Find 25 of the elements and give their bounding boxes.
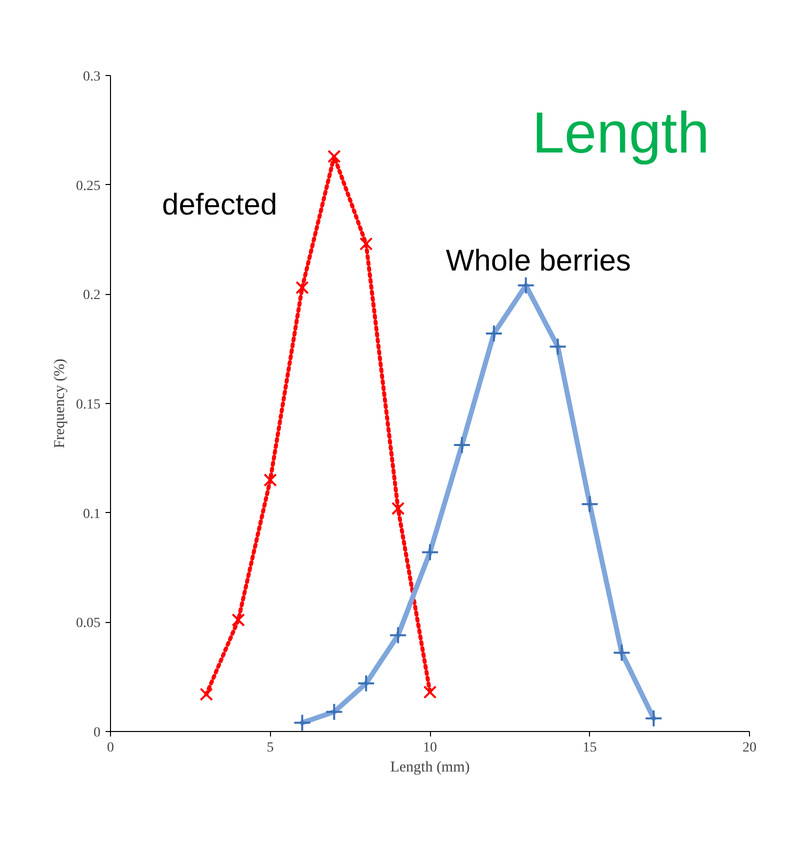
point: [423, 685, 437, 699]
point: [200, 688, 214, 701]
point: [391, 502, 405, 516]
x-tick-label: 15: [582, 740, 597, 756]
chart-title: Length: [532, 100, 710, 166]
x-tick-label: 0: [107, 740, 114, 756]
point: [296, 280, 309, 294]
x-tick-label: 10: [423, 740, 437, 756]
y-tick-label: 0.15: [76, 398, 100, 412]
y-tick-label: 0.1: [83, 506, 100, 522]
series-label: defected: [162, 188, 278, 222]
point: [327, 150, 341, 164]
x-tick-label: 20: [742, 740, 756, 756]
x-tick-label: 5: [266, 740, 274, 756]
y-axis-title: Frequency (%): [52, 358, 68, 448]
y-tick-label: 0.3: [83, 70, 100, 84]
x-axis-title: Length (mm): [390, 760, 470, 776]
y-tick-label: 0.25: [76, 178, 100, 194]
point: [232, 613, 245, 627]
y-tick-label: 0.2: [83, 288, 100, 304]
y-tick-label: 0.05: [76, 616, 100, 632]
series-label: Whole berries: [446, 244, 631, 278]
y-tick-label: 0: [94, 726, 100, 740]
point: [359, 237, 373, 251]
point: [264, 473, 277, 487]
